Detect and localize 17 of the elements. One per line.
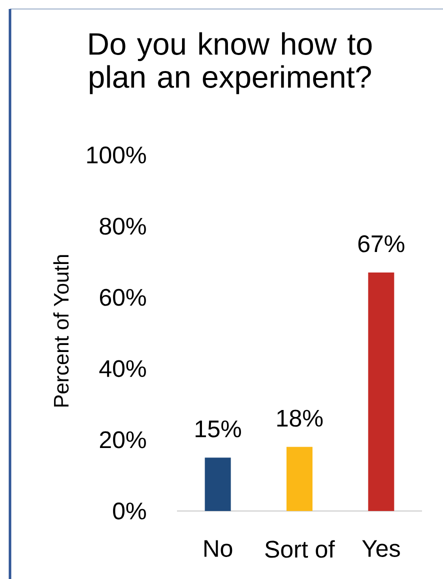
bar [204,458,231,511]
x-tick-label: Yes [362,540,400,557]
y-tick-label: 0% [113,502,146,520]
y-tick-label: 60% [100,288,146,306]
x-tick-label: No [204,540,232,557]
y-tick-label: 80% [100,218,146,235]
data-label: 15% [196,420,241,438]
chart-title: Do you know how to plan an experiment? [90,32,372,94]
y-axis-title: Percent of Youth [53,255,69,407]
bar [286,446,312,511]
data-label: 67% [358,235,404,252]
y-tick-label: 40% [99,360,146,378]
x-tick-label: Sort of [265,540,335,558]
y-tick-label: 20% [100,431,146,448]
y-tick-label: 100% [87,146,146,164]
bar [368,272,394,511]
data-label: 18% [277,410,323,427]
